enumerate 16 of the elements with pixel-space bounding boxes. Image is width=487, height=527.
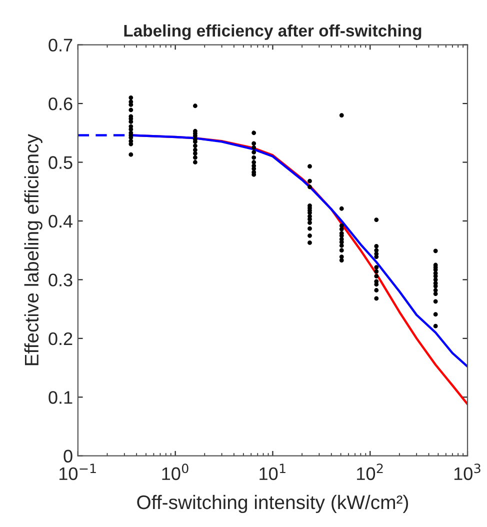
- x-tick-label: 10$^{3}$: [454, 464, 480, 480]
- x-axis-title: Off-switching intensity (kW/cm²): [137, 494, 408, 514]
- y-tick-label: 0.3: [48, 274, 72, 286]
- x-tick-label: 10$^{0}$: [162, 464, 188, 480]
- x-tick-label: 10$^{1}$: [260, 464, 286, 480]
- x-tick-label: 10$^{2}$: [357, 464, 383, 480]
- y-tick-label: 0.5: [48, 156, 72, 169]
- x-tick-label: 10$^{−1}$: [60, 464, 96, 480]
- y-tick-label: 0.1: [48, 391, 72, 404]
- y-tick-label: 0.2: [48, 332, 72, 346]
- y-tick-label: 0.4: [48, 214, 73, 228]
- y-tick-label: 0.7: [48, 38, 72, 52]
- chart-title: Labeling efficiency after off-switching: [124, 24, 422, 40]
- y-tick-label: 0.6: [48, 97, 72, 110]
- y-tick-label: 0: [64, 450, 72, 463]
- y-axis-title: Effective labeling efficiency: [24, 134, 42, 366]
